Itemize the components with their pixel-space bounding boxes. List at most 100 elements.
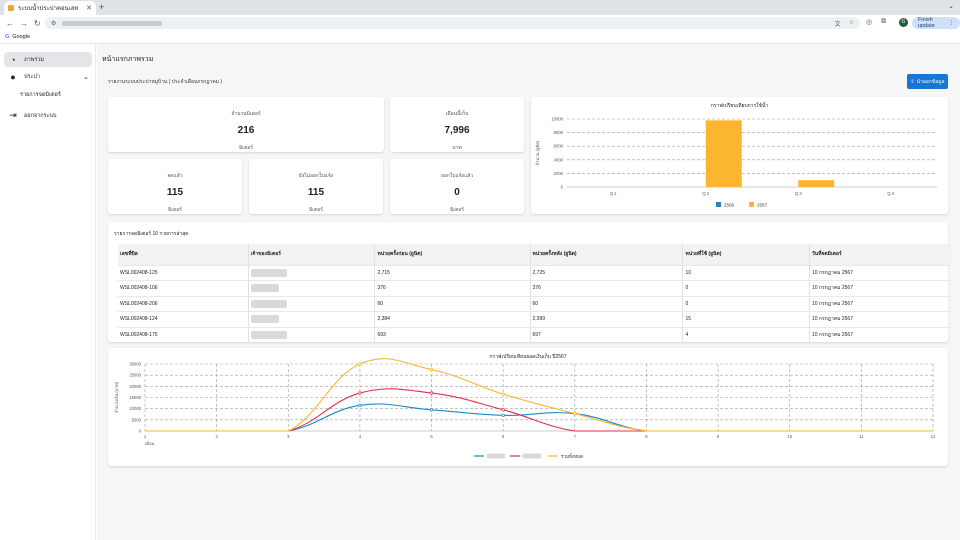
line-chart-title: กราฟเปรียบเทียบยอดเงินเก็บ ปี2567 <box>489 354 567 360</box>
line-point-2-6 <box>501 392 505 396</box>
bar-x-tick-label: Q 1 <box>610 191 617 196</box>
table-cell: 10 กรกฎาคม 2567 <box>808 264 951 281</box>
stat-value: 0 <box>454 187 460 198</box>
bar-x-tick-label: Q 4 <box>887 191 894 196</box>
legend-label: 2567 <box>757 203 768 208</box>
line-series-2 <box>145 358 933 432</box>
stat-label: เดือนนี้เก็บ <box>445 111 469 117</box>
line-series-0 <box>145 403 933 432</box>
new-tab-icon[interactable]: + <box>99 2 105 12</box>
line-point-1-6 <box>501 408 505 412</box>
bar-y-tick-label: 10000 <box>551 117 563 122</box>
finish-update-label: Finish update <box>918 17 935 29</box>
legend-label: 2566 <box>724 203 735 208</box>
sidebar-item-logout[interactable]: ⇥ ออกจากระบบ <box>4 108 92 123</box>
stat-card-billed: ออกใบแจ้งแล้ว 0 มิเตอร์ <box>390 159 524 214</box>
line-y-tick-label: 25000 <box>129 373 141 378</box>
sidebar-item-water[interactable]: ● ประปา ⌄ <box>4 69 92 84</box>
table-cell: 693 <box>374 326 530 343</box>
translate-icon[interactable]: 文 <box>834 21 841 28</box>
close-tab-icon[interactable]: ✕ <box>86 5 92 12</box>
forward-icon[interactable]: → <box>20 18 28 28</box>
sidebar: ◔ ภาพรวม ● ประปา ⌄ รายการจดมิเตอร์ ⇥ ออก… <box>0 44 96 540</box>
redacted-text <box>250 284 279 293</box>
table-header-cell: หน่วยที่ใช้ (ยูนิต) <box>682 244 810 265</box>
extension-icon[interactable]: ◎ <box>866 19 873 26</box>
table-cell: 376 <box>529 280 683 296</box>
report-subtitle: รายงานระบบประปาหมู่บ้าน ( ประจำเดือนกรกฎ… <box>108 79 223 85</box>
bar-y-tick-label: 4000 <box>554 157 564 162</box>
line-chart-card: กราฟเปรียบเทียบยอดเงินเก็บ ปี2567 0 5000 1… <box>108 348 948 466</box>
stat-label: ยังไม่ออกใบแจ้ง <box>298 173 334 179</box>
table-row[interactable]: WSL002408-125 2,715 2,725 10 10 กรกฎาคม 2567 <box>118 264 951 281</box>
stat-label: ออกใบแจ้งแล้ว <box>440 173 474 179</box>
tab-search-icon[interactable]: ⌄ <box>948 3 954 10</box>
table-row[interactable]: WSL002408-206 60 60 0 10 กรกฎาคม 2567 <box>118 295 951 312</box>
bookmark-google[interactable]: Google <box>12 34 31 40</box>
address-bar[interactable]: ⚙ 文 ☆ <box>45 17 860 29</box>
line-point-2-5 <box>429 367 434 372</box>
sidebar-item-meter-list[interactable]: รายการจดมิเตอร์ <box>4 87 92 102</box>
sidebar-item-label: ประปา <box>24 73 40 80</box>
export-button[interactable]: ⇪ นำออกข้อมูล <box>907 74 948 89</box>
line-legend-redacted <box>523 453 541 459</box>
line-point-0-6 <box>501 413 505 418</box>
table-cell: 2,399 <box>529 311 683 327</box>
redacted-text <box>250 268 287 277</box>
chevron-down-icon[interactable]: ⌄ <box>83 73 89 81</box>
bar-y-tick-label: 6000 <box>554 144 564 149</box>
line-point-0-4 <box>358 403 362 407</box>
table-cell: 0 <box>682 295 810 312</box>
table-cell: 2,715 <box>374 264 530 281</box>
line-point-1-4 <box>358 391 362 395</box>
table-cell: 10 <box>682 264 810 281</box>
table-cell: WSL002408-125 <box>118 264 249 281</box>
table-cell: 0 <box>682 280 810 296</box>
stat-label: จำนวนมิเตอร์ <box>231 111 261 117</box>
line-x-tick-label: 7 <box>574 434 577 439</box>
browser-tab-bar: ระบบน้ำประปาคอนเลห ✕ + ⌄ <box>0 0 960 15</box>
main-content: หน้าแรกภาพรวม รายงานระบบประปาหมู่บ้าน ( … <box>97 44 960 540</box>
line-series-1 <box>145 388 933 432</box>
line-point-0-5 <box>429 408 434 412</box>
line-y-tick-label: 10000 <box>129 406 141 411</box>
reload-icon[interactable]: ↻ <box>34 18 41 28</box>
owner-name-redacted <box>247 264 375 281</box>
finish-update-button[interactable]: Finish update ⋮ <box>912 17 960 29</box>
bookmarks-bar: G Google <box>0 31 960 44</box>
stat-card-unbilled: ยังไม่ออกใบแจ้ง 115 มิเตอร์ <box>249 159 383 214</box>
line-x-tick-label: 6 <box>502 434 505 439</box>
table-row[interactable]: WSL002408-175 693 697 4 10 กรกฎาคม 2567 <box>118 326 951 343</box>
back-icon[interactable]: ← <box>6 18 14 28</box>
table-row[interactable]: WSL002408-124 2,384 2,399 15 10 กรกฎาคม 2567 <box>118 311 951 327</box>
table-cell: 60 <box>529 295 683 312</box>
export-label: นำออกข้อมูล <box>916 78 945 85</box>
table-cell: 376 <box>374 280 530 296</box>
bar-chart-card: กราฟเปรียบเทียบการใช้น้ำ 0 2000 4000 6000 80… <box>531 97 948 214</box>
table-cell: 10 กรกฎาคม 2567 <box>808 295 951 312</box>
browser-tab[interactable]: ระบบน้ำประปาคอนเลห ✕ <box>4 1 96 15</box>
table-cell: 697 <box>529 326 683 343</box>
stat-unit: มิเตอร์ <box>450 207 464 213</box>
stat-unit: มิเตอร์ <box>239 145 253 151</box>
table-cell: 60 <box>374 295 530 312</box>
line-x-tick-label: 11 <box>859 434 864 439</box>
more-menu-icon[interactable]: ⋮ <box>948 20 955 26</box>
sidebar-item-overview[interactable]: ◔ ภาพรวม <box>4 52 92 67</box>
puzzle-icon[interactable]: ⧉ <box>881 18 887 25</box>
bookmark-star-icon[interactable]: ☆ <box>848 19 854 26</box>
table-cell: 10 กรกฎาคม 2567 <box>808 311 951 327</box>
redacted-text <box>250 315 279 324</box>
stat-value: 115 <box>307 187 325 198</box>
site-info-icon[interactable]: ⚙ <box>51 20 57 27</box>
redacted-text <box>250 331 287 339</box>
bar-chart-title: กราฟเปรียบเทียบการใช้น้ำ <box>710 103 769 109</box>
table-cell: WSL002408-206 <box>118 295 249 312</box>
browser-toolbar: ← → ↻ ⚙ 文 ☆ ◎ ⧉ <box>0 15 960 31</box>
table-row[interactable]: WSL002408-106 376 376 0 10 กรกฎาคม 2567 <box>118 280 951 296</box>
tab-title: ระบบน้ำประปาคอนเลห <box>18 6 79 12</box>
table-cell: WSL002408-124 <box>118 311 249 327</box>
profile-avatar[interactable]: G <box>899 18 908 27</box>
line-point-2-4 <box>358 362 362 366</box>
